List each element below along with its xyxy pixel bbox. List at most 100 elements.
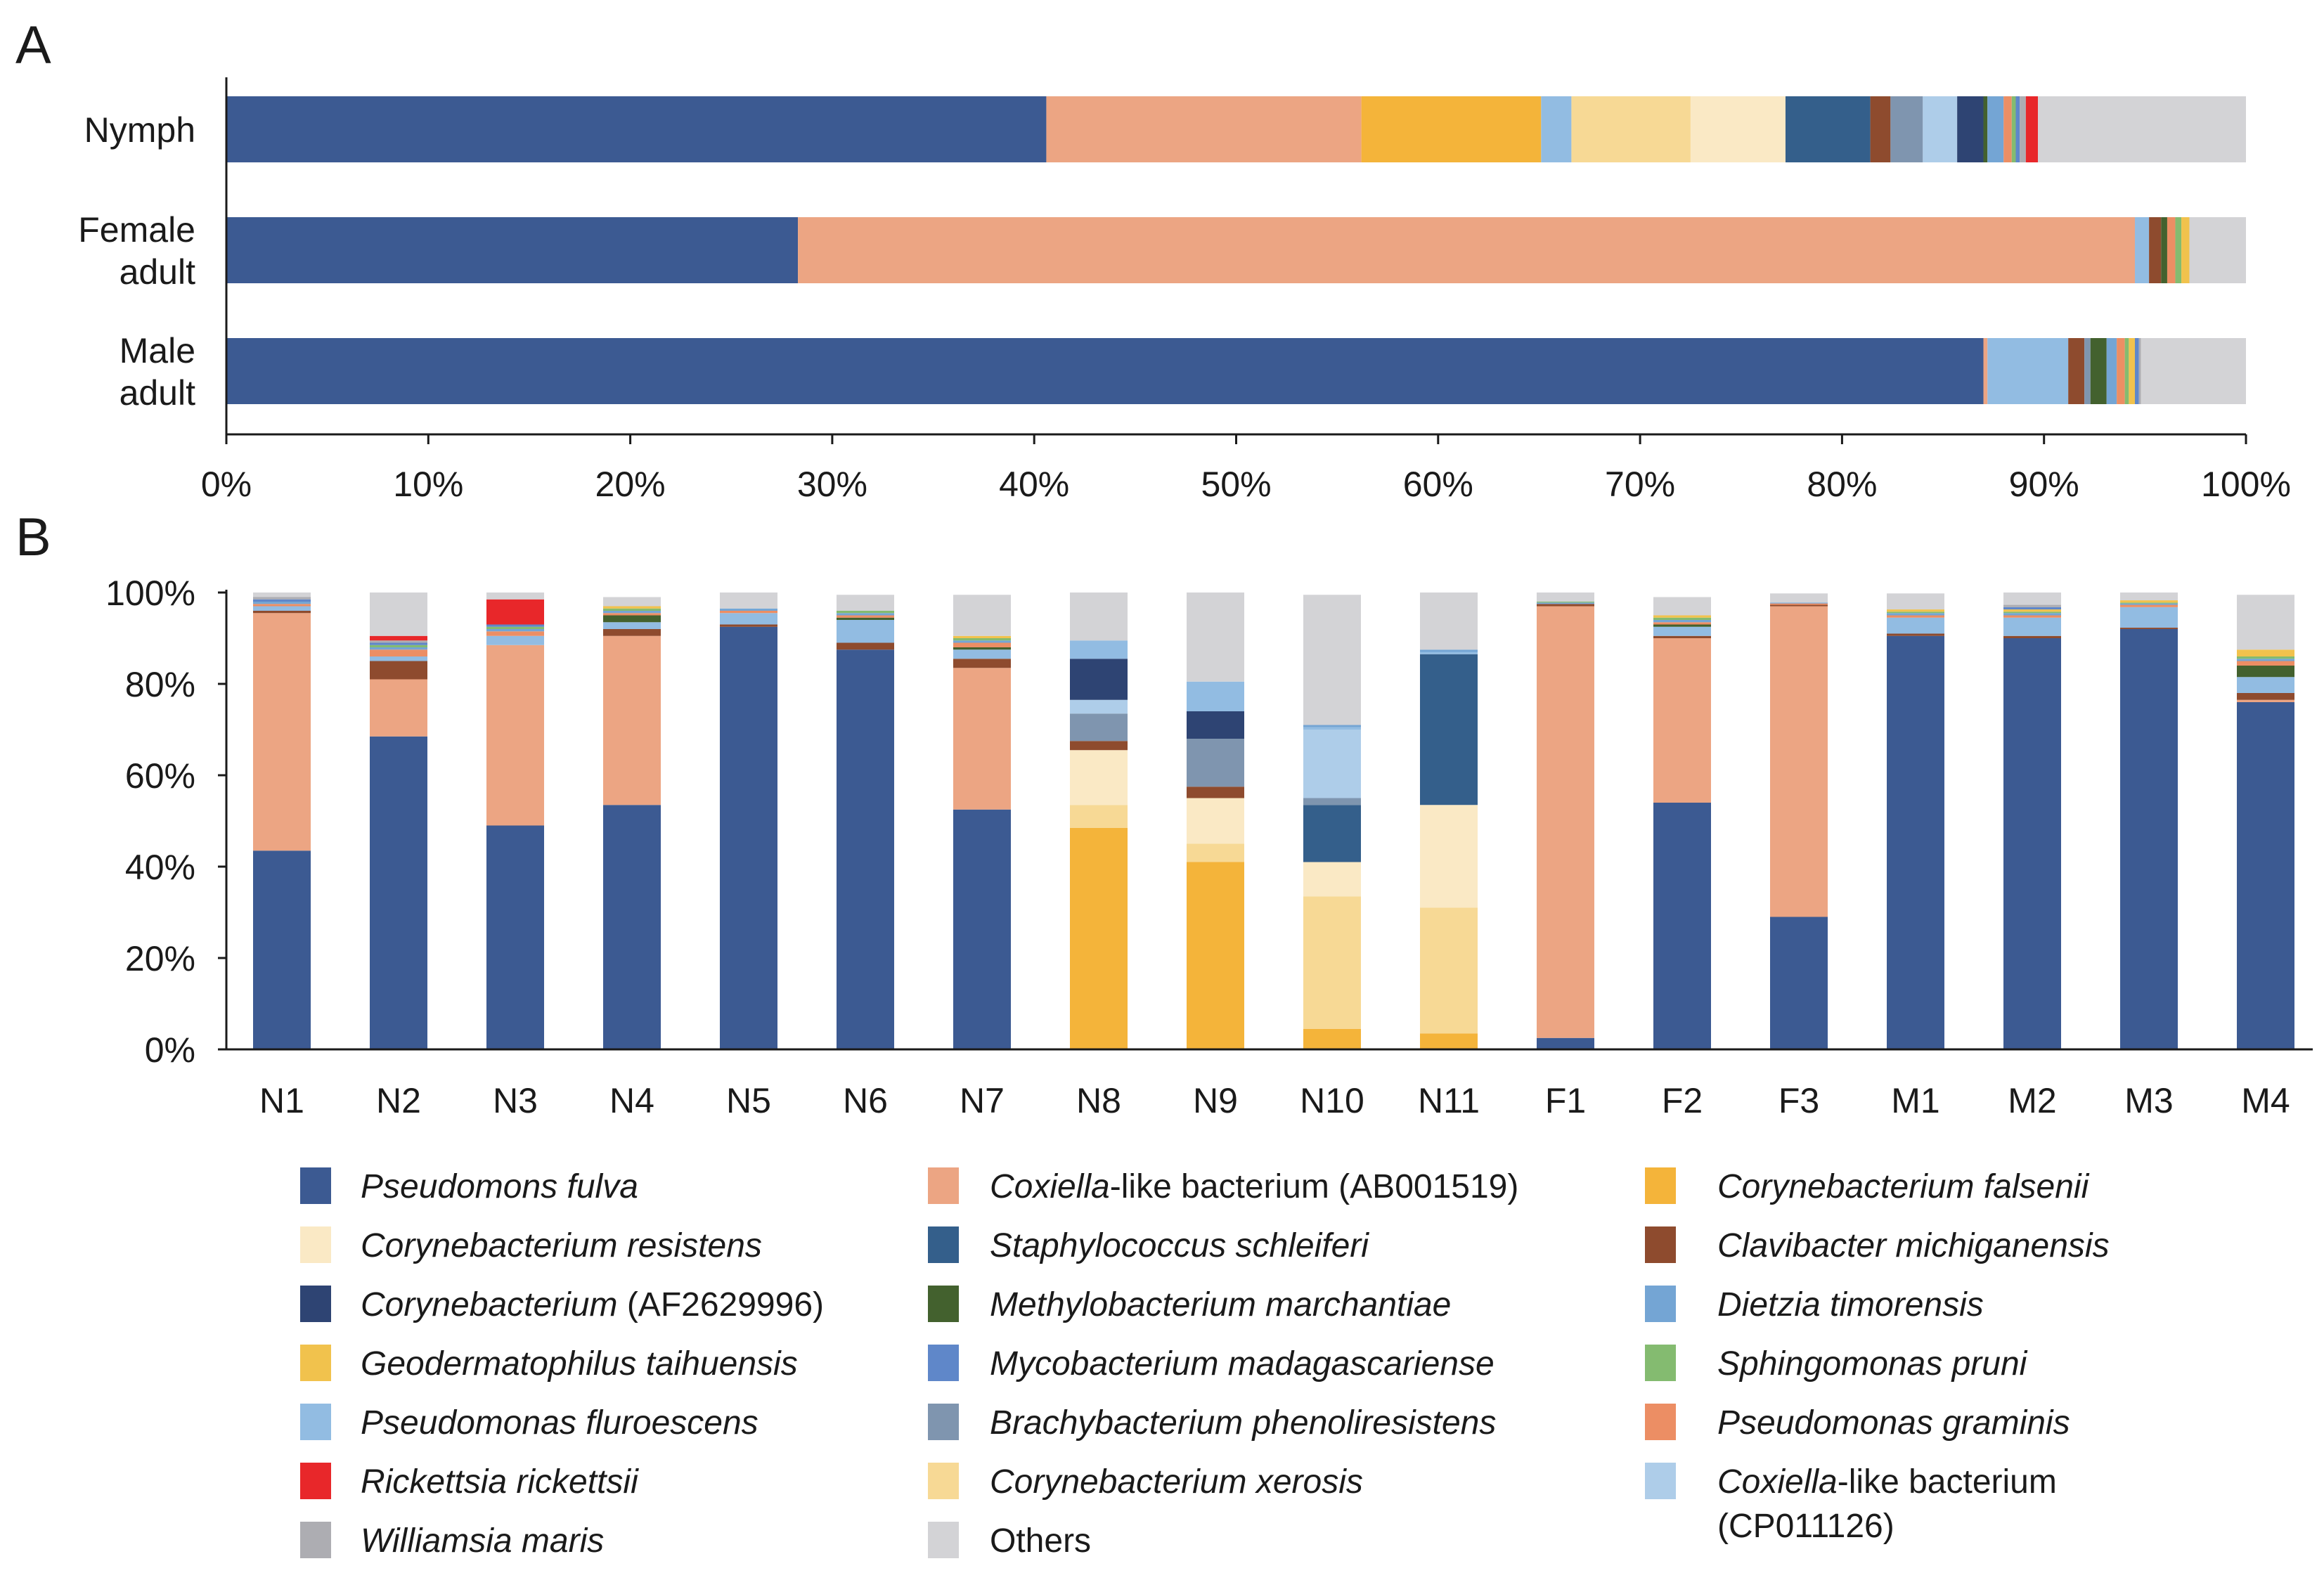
legend-label-part: Mycobacterium madagascariense (990, 1345, 1495, 1383)
bar-segment-n9-brachybacterium-phenoliresistens (1187, 739, 1244, 787)
bar-segment-female-adult-methylobacterium-marchantiae (2161, 217, 2167, 283)
bar-segment-nymph-pseudomonas-graminis (2003, 96, 2012, 162)
bar-segment-nymph-dietzia-timorensis (1987, 96, 2004, 162)
bar-segment-n4-pseudomonas-graminis (603, 613, 661, 616)
bar-segment-n3-dietzia-timorensis (486, 629, 544, 632)
legend-swatch-corynebacterium-xerosis (928, 1463, 959, 1499)
x-tick-label: 20% (595, 465, 666, 504)
legend-label-williamsia-maris: Williamsia maris (361, 1522, 604, 1560)
category-label-n6: N6 (843, 1081, 888, 1120)
legend-swatch-geodermatophilus-taihuensis (300, 1345, 331, 1381)
bar-segment-female-adult-pseudomonas-graminis (2167, 217, 2176, 283)
panel-b-label: B (15, 507, 51, 567)
legend-swatch-staphylococcus-schleiferi (928, 1226, 959, 1263)
bar-segment-nymph-others (2038, 96, 2246, 162)
bar-segment-nymph-mycobacterium-madagascariense (2015, 96, 2020, 162)
bar-segment-n3-coxiella-like-bacterium-ab001519 (486, 645, 544, 826)
y-tick-label: 80% (125, 665, 195, 704)
category-label-female-adult: Female (78, 210, 195, 250)
legend-swatch-corynebacterium-falsenii (1645, 1167, 1676, 1204)
legend-swatch-corynebacterium-resistens (300, 1226, 331, 1263)
bar-segment-n2-rickettsia-rickettsii (370, 635, 427, 641)
bar-segment-nymph-clavibacter-michiganensis (1870, 96, 1891, 162)
bar-segment-n8-corynebacterium-xerosis (1070, 805, 1128, 828)
bar-segment-f2-pseudomonas-fluroescens (1653, 626, 1711, 636)
bar-segment-n2-pseudomonas-fluroescens (370, 656, 427, 661)
bar-segment-nymph-pseudomons-fulva (226, 96, 1047, 162)
legend-label-part: Brachybacterium phenoliresistens (990, 1404, 1496, 1442)
bar-segment-f2-sphingomonas-pruni (1653, 617, 1711, 620)
bar-segment-female-adult-sphingomonas-pruni (2175, 217, 2182, 283)
bar-segment-m1-others (1887, 593, 1944, 610)
bar-segment-n11-dietzia-timorensis (1420, 649, 1478, 652)
legend-label-corynebacterium-falsenii: Corynebacterium falsenii (1717, 1168, 2090, 1205)
legend-swatch-others (928, 1522, 959, 1558)
bar-segment-m3-others (2120, 593, 2178, 601)
bar-segment-n2-pseudomons-fulva (370, 736, 427, 1049)
bar-segment-n9-corynebacterium-falsenii (1187, 862, 1244, 1049)
legend-label-sphingomonas-pruni: Sphingomonas pruni (1717, 1345, 2028, 1383)
bar-segment-m2-pseudomonas-fluroescens (2003, 617, 2061, 636)
bar-segment-n7-pseudomons-fulva (953, 809, 1011, 1049)
bar-segment-m2-clavibacter-michiganensis (2003, 635, 2061, 638)
bar-segment-n7-methylobacterium-marchantiae (953, 647, 1011, 650)
bar-segment-m3-pseudomonas-fluroescens (2120, 607, 2178, 628)
bar-segment-n1-williamsia-maris (253, 597, 311, 600)
legend-label-part: (AF2629996) (617, 1286, 824, 1323)
category-label-f2: F2 (1662, 1081, 1703, 1120)
bar-segment-nymph-brachybacterium-phenoliresistens (1890, 96, 1923, 162)
x-tick-label: 40% (999, 465, 1069, 504)
bar-segment-female-adult-clavibacter-michiganensis (2149, 217, 2162, 283)
bar-segment-nymph-coxiella-like-bacterium-ab001519 (1046, 96, 1362, 162)
bar-segment-m3-clavibacter-michiganensis (2120, 628, 2178, 629)
panel-a-label: A (15, 15, 51, 75)
bar-segment-n9-corynebacterium-xerosis (1187, 843, 1244, 862)
category-label-n10: N10 (1300, 1081, 1364, 1120)
bar-segment-male-adult-mycobacterium-madagascariense (2134, 338, 2139, 404)
bar-segment-m4-methylobacterium-marchantiae (2237, 666, 2294, 678)
x-tick-label: 90% (2009, 465, 2079, 504)
category-label-f3: F3 (1778, 1081, 1819, 1120)
legend-swatch-sphingomonas-pruni (1645, 1345, 1676, 1381)
bar-segment-m3-dietzia-timorensis (2120, 603, 2178, 605)
bar-segment-m4-geodermatophilus-taihuensis (2237, 649, 2294, 656)
bar-segment-m1-pseudomonas-fluroescens (1887, 617, 1944, 634)
category-label-m2: M2 (2008, 1081, 2056, 1120)
bar-segment-n6-pseudomonas-fluroescens (837, 620, 894, 643)
legend-swatch-rickettsia-rickettsii (300, 1463, 331, 1499)
legend-swatch-clavibacter-michiganensis (1645, 1226, 1676, 1263)
legend-label-part: Pseudomonas fluroescens (361, 1404, 758, 1442)
bar-segment-n7-coxiella-like-bacterium-ab001519 (953, 668, 1011, 810)
legend-label-line2: (CP011126) (1717, 1508, 1894, 1545)
bar-segment-nymph-methylobacterium-marchantiae (1983, 96, 1988, 162)
bar-segment-n9-clavibacter-michiganensis (1187, 786, 1244, 798)
bar-segment-nymph-coxiella-like-bacterium-cp011126 (1923, 96, 1958, 162)
legend-label-corynebacterium-resistens: Corynebacterium resistens (361, 1227, 762, 1264)
legend-label-part: Sphingomonas pruni (1717, 1345, 2028, 1383)
bar-segment-n1-pseudomonas-graminis (253, 604, 311, 607)
category-label-n9: N9 (1193, 1081, 1238, 1120)
y-tick-label: 100% (105, 574, 195, 613)
legend-label-part: Williamsia maris (361, 1522, 604, 1560)
category-label-n2: N2 (376, 1081, 421, 1120)
bar-segment-m1-dietzia-timorensis (1887, 613, 1944, 616)
bar-segment-n6-methylobacterium-marchantiae (837, 617, 894, 620)
bar-segment-f2-pseudomonas-graminis (1653, 622, 1711, 625)
legend-label-part: Coxiella (1717, 1463, 1838, 1501)
bar-segment-n1-mycobacterium-madagascariense (253, 599, 311, 602)
bar-segment-m1-pseudomons-fulva (1887, 635, 1944, 1049)
legend-label-part: Methylobacterium marchantiae (990, 1286, 1451, 1323)
legend-label-brachybacterium-phenoliresistens: Brachybacterium phenoliresistens (990, 1404, 1496, 1442)
bar-segment-m4-pseudomons-fulva (2237, 702, 2294, 1049)
bar-segment-n7-pseudomonas-fluroescens (953, 649, 1011, 659)
bar-segment-n5-clavibacter-michiganensis (720, 624, 777, 627)
bar-segment-nymph-rickettsia-rickettsii (2025, 96, 2039, 162)
bar-segment-nymph-williamsia-maris (2020, 96, 2026, 162)
bar-segment-f3-others (1770, 593, 1828, 603)
legend-label-part: Rickettsia rickettsii (361, 1463, 639, 1501)
bar-segment-m4-coxiella-like-bacterium-ab001519 (2237, 699, 2294, 702)
legend-swatch-mycobacterium-madagascariense (928, 1345, 959, 1381)
legend-swatch-pseudomons-fulva (300, 1167, 331, 1204)
bar-segment-n11-corynebacterium-xerosis (1420, 907, 1478, 1034)
legend-swatch-dietzia-timorensis (1645, 1286, 1676, 1322)
